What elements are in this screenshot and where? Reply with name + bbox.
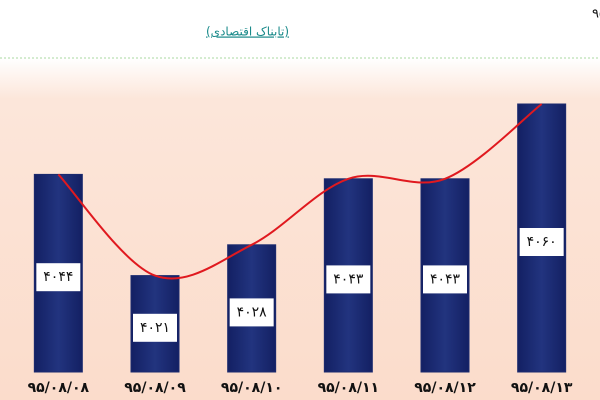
- value-label: ۴۰۴۳: [430, 271, 461, 287]
- value-label: ۴۰۴۳: [333, 271, 364, 287]
- trend-line: [57, 103, 543, 280]
- value-label-box: [423, 265, 467, 294]
- value-label-box: [326, 265, 371, 294]
- value-label: ۴۰۲۸: [237, 304, 268, 320]
- value-label-box: [36, 263, 81, 292]
- value-label: ۴۰۴۴: [43, 269, 73, 285]
- plot-background: [0, 58, 600, 400]
- source[interactable]: (تابناک اقتصادی): [206, 25, 289, 39]
- x-tick-label: ۹۵/۰۸/۱۲: [414, 380, 476, 396]
- value-label: ۴۰۲۱: [140, 320, 170, 336]
- value-label-box: [229, 298, 274, 327]
- x-tick-label: ۹۵/۰۸/۱۳: [511, 380, 573, 396]
- chart-title: نرخ برابری کرون سوئد در برابر ریال ایران…: [592, 7, 600, 22]
- value-label-box: [519, 228, 564, 256]
- x-tick-label: ۹۵/۰۸/۰۹: [124, 380, 186, 396]
- value-label: ۴۰۶۰: [527, 234, 557, 250]
- x-tick-label: ۹۵/۰۸/۱۰: [221, 380, 283, 396]
- value-label-box: [133, 313, 177, 342]
- x-tick-label: ۹۵/۰۸/۰۸: [28, 380, 90, 396]
- x-tick-label: ۹۵/۰۸/۱۱: [318, 380, 380, 396]
